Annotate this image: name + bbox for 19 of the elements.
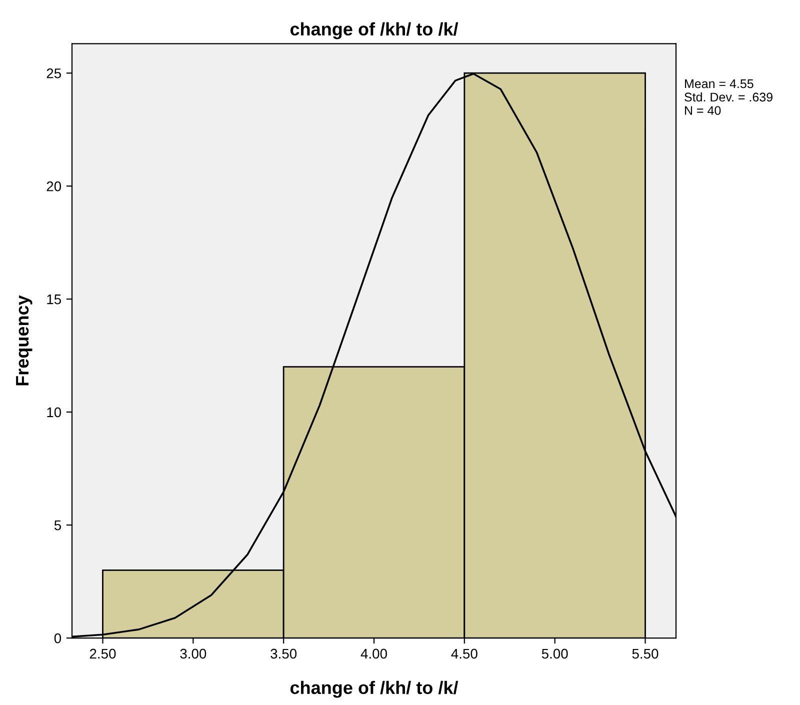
text: N = 40 <box>685 106 721 115</box>
y-tick-label: 0 <box>54 633 62 644</box>
y-tick-label: 15 <box>47 294 62 304</box>
x-tick-label: 2.50 <box>90 648 116 659</box>
y-tick-label: 5 <box>54 520 61 530</box>
x-tick-label: 4.00 <box>360 648 387 659</box>
y-tick-label: 20 <box>46 181 62 192</box>
x-tick-label: 3.00 <box>180 648 206 659</box>
x-tick-label: 5.00 <box>542 648 568 659</box>
text: Std. Dev. = .639 <box>684 92 772 102</box>
x-tick-label: 5.50 <box>632 648 658 659</box>
y-axis-title: Frequency <box>16 295 32 386</box>
y-tick-label: 10 <box>47 407 62 418</box>
x-tick-label: 3.50 <box>270 648 297 659</box>
chart-title: change of /kh/ to /k/ <box>290 22 458 40</box>
x-tick-label: 4.50 <box>451 648 478 659</box>
x-axis-title: change of /kh/ to /k/ <box>290 680 458 698</box>
y-tick-label: 25 <box>46 68 62 78</box>
text: Mean = 4.55 <box>685 79 754 88</box>
